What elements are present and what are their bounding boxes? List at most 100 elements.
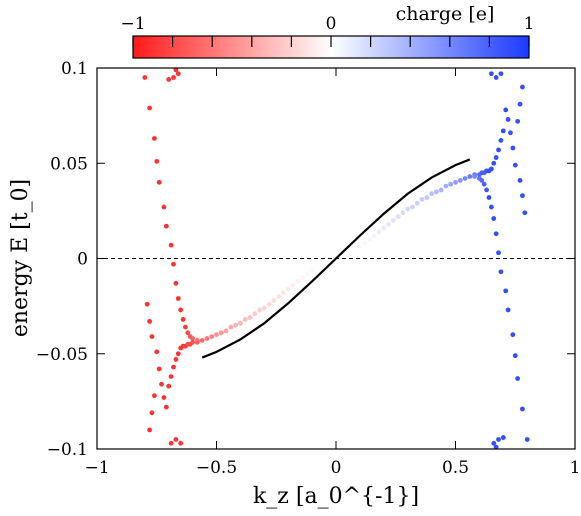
x-tick-label: −0.5 bbox=[196, 458, 237, 478]
scatter-point bbox=[512, 353, 518, 359]
scatter-point bbox=[479, 177, 485, 183]
scatter-point bbox=[144, 301, 150, 307]
scatter-point bbox=[175, 71, 181, 77]
scatter-point bbox=[199, 338, 205, 343]
x-tick-label: 0.5 bbox=[442, 458, 469, 478]
scatter-point bbox=[390, 218, 396, 223]
scatter-point bbox=[247, 315, 253, 320]
scatter-point bbox=[180, 317, 186, 322]
scatter-point bbox=[517, 177, 523, 183]
scatter-point bbox=[510, 332, 516, 338]
scatter-point bbox=[488, 204, 494, 210]
scatter-point bbox=[438, 187, 444, 193]
scatter-point bbox=[429, 191, 434, 197]
scatter-point bbox=[386, 221, 391, 227]
scatter-point bbox=[300, 275, 305, 280]
scatter-point bbox=[173, 280, 179, 286]
y-axis-title: energy E [t_0] bbox=[8, 179, 33, 337]
y-tick-label: 0.1 bbox=[61, 59, 88, 79]
scatter-point bbox=[309, 267, 315, 273]
scatter-point bbox=[171, 261, 176, 267]
scatter-point bbox=[493, 75, 499, 80]
scatter-point bbox=[209, 334, 215, 340]
scatter-point bbox=[214, 332, 219, 338]
x-tick-label: 0 bbox=[331, 458, 342, 478]
scatter-point bbox=[400, 210, 406, 216]
colorbar-title: charge [e] bbox=[396, 3, 495, 25]
scatter-point bbox=[171, 364, 176, 370]
scatter-point bbox=[163, 404, 169, 410]
scatter-point bbox=[173, 68, 179, 73]
scatter-point bbox=[503, 107, 509, 113]
scatter-point bbox=[486, 195, 492, 200]
scatter-point bbox=[520, 84, 525, 90]
y-tick-label: 0 bbox=[77, 250, 88, 270]
scatter-point bbox=[481, 181, 487, 187]
colorbar-tick-label: 0 bbox=[326, 14, 337, 34]
scatter-point bbox=[500, 435, 506, 440]
scatter-point bbox=[457, 177, 463, 183]
scatter-point bbox=[493, 231, 499, 237]
scatter-point bbox=[493, 444, 499, 449]
colorbar-tick-labels: −1 0 1 bbox=[120, 14, 534, 34]
scatter-point bbox=[168, 440, 174, 446]
scatter-point bbox=[228, 324, 234, 330]
scatter-point bbox=[218, 330, 224, 336]
scatter-point bbox=[281, 290, 286, 296]
scatter-point bbox=[424, 195, 430, 200]
scatter-point bbox=[183, 324, 188, 330]
scatter-point bbox=[147, 105, 152, 111]
scatter-point bbox=[467, 174, 473, 179]
scatter-point bbox=[520, 193, 525, 199]
scatter-point bbox=[496, 437, 501, 442]
scatter-points bbox=[142, 68, 530, 449]
scatter-point bbox=[503, 288, 509, 294]
scatter-point bbox=[496, 147, 501, 153]
scatter-point bbox=[175, 351, 181, 357]
scatter-point bbox=[171, 75, 176, 80]
scatter-point bbox=[488, 71, 494, 77]
scatter-point bbox=[491, 216, 497, 221]
scatter-point bbox=[168, 242, 174, 248]
scatter-point bbox=[498, 137, 504, 143]
scatter-point bbox=[194, 339, 200, 345]
scatter-point bbox=[491, 160, 497, 166]
scatter-point bbox=[362, 240, 368, 246]
scatter-point bbox=[453, 179, 458, 185]
scatter-point bbox=[472, 174, 478, 179]
scatter-point bbox=[515, 376, 521, 381]
scatter-point bbox=[151, 393, 157, 399]
scatter-point bbox=[266, 301, 272, 307]
scatter-point bbox=[433, 189, 439, 195]
scatter-point bbox=[271, 298, 277, 303]
scatter-point bbox=[498, 71, 504, 77]
scatter-point bbox=[163, 223, 169, 229]
scatter-point bbox=[285, 286, 291, 292]
scatter-point bbox=[204, 336, 210, 341]
scatter-point bbox=[414, 200, 420, 206]
scatter-point bbox=[405, 206, 411, 212]
scatter-point bbox=[173, 357, 179, 362]
scatter-point bbox=[190, 339, 196, 345]
scatter-point bbox=[357, 244, 363, 250]
scatter-point bbox=[367, 237, 372, 242]
scatter-point bbox=[147, 427, 152, 433]
scatter-point bbox=[505, 307, 511, 313]
scatter-point bbox=[156, 366, 162, 372]
x-axis-ticks: −1 −0.5 0 0.5 1 bbox=[84, 68, 580, 478]
scatter-point bbox=[242, 317, 248, 322]
scatter-point bbox=[261, 305, 267, 311]
scatter-point bbox=[462, 176, 468, 181]
scatter-point bbox=[173, 437, 179, 442]
scatter-point bbox=[498, 269, 504, 275]
scatter-point bbox=[304, 271, 310, 277]
scatter-point bbox=[190, 336, 196, 341]
scatter-point bbox=[159, 381, 164, 387]
scatter-point bbox=[484, 187, 489, 193]
scatter-point bbox=[168, 374, 174, 380]
scatter-point bbox=[510, 145, 516, 151]
colorbar: −1 0 1 charge [e] bbox=[120, 3, 534, 59]
scatter-point bbox=[524, 437, 530, 442]
scatter-point bbox=[149, 334, 155, 340]
scatter-point bbox=[154, 158, 160, 164]
